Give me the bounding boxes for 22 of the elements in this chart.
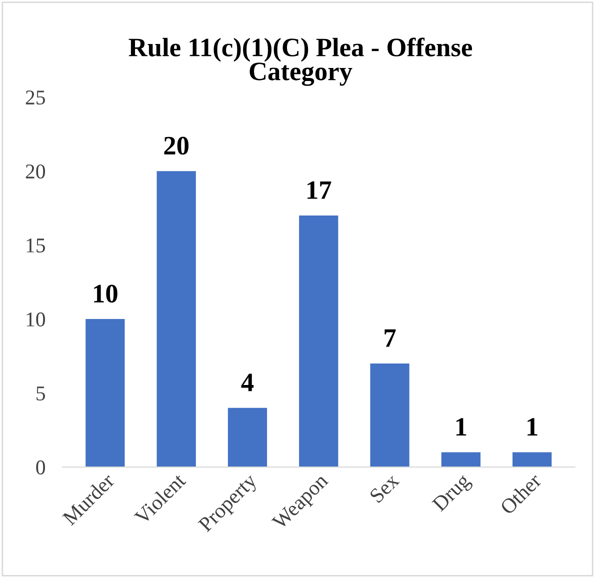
data-label: 20 xyxy=(164,136,189,155)
chart-title: Rule 11(c)(1)(C) Plea - Offense Category xyxy=(128,38,472,86)
y-tick-label: 10 xyxy=(26,312,46,326)
bar xyxy=(86,319,125,468)
y-tick-label: 25 xyxy=(26,90,45,105)
bar xyxy=(299,215,338,468)
y-tick-label: 15 xyxy=(26,238,45,253)
x-tick-label: Sex xyxy=(369,472,400,504)
bar xyxy=(441,452,480,468)
data-label: 10 xyxy=(94,284,118,303)
data-label: 1 xyxy=(528,418,538,436)
y-tick-label: 0 xyxy=(36,460,46,474)
bar xyxy=(156,171,196,468)
bar xyxy=(512,452,552,468)
data-label: 17 xyxy=(308,181,332,199)
bar xyxy=(370,363,410,468)
data-label: 4 xyxy=(241,374,254,392)
y-tick-label: 5 xyxy=(36,386,45,400)
data-label: 7 xyxy=(384,329,396,347)
bar xyxy=(228,408,268,468)
data-label: 1 xyxy=(456,418,466,436)
y-tick-label: 20 xyxy=(26,164,46,179)
